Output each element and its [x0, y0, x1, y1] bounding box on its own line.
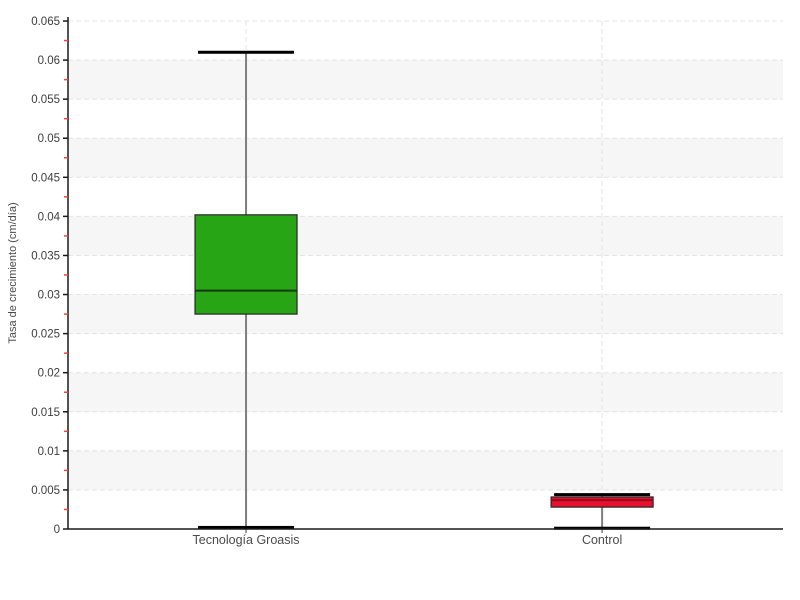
category-label-control: Control — [582, 533, 622, 547]
whisker-cap-high-tecnologia-groasis — [198, 50, 295, 54]
box-tecnologia-groasis — [194, 214, 298, 315]
plot-band — [68, 372, 783, 412]
y-tick-label: 0.025 — [31, 329, 60, 341]
y-tick-label: 0.015 — [31, 407, 60, 419]
y-tick-label: 0.03 — [38, 290, 60, 302]
box-control — [550, 496, 654, 508]
y-tick-label: 0.005 — [31, 485, 60, 497]
y-tick-label: 0.055 — [31, 94, 60, 106]
y-tick-label: 0.045 — [31, 172, 60, 184]
y-axis-title: Tasa de crecimiento (cm/día) — [7, 202, 19, 343]
category-label-tecnologia-groasis: Tecnología Groasis — [193, 533, 300, 547]
plot-band — [68, 216, 783, 256]
y-tick-label: 0.05 — [38, 133, 60, 145]
plot-band — [68, 138, 783, 178]
plot-band — [68, 60, 783, 100]
y-tick-label: 0.065 — [31, 16, 60, 28]
whisker-cap-low-control — [554, 526, 651, 530]
whisker-cap-high-control — [554, 493, 651, 497]
y-tick-label: 0.02 — [38, 368, 60, 380]
y-tick-label: 0.06 — [38, 55, 60, 67]
plot-band — [68, 450, 783, 490]
y-tick-label: 0.04 — [38, 211, 61, 223]
plot-band — [68, 294, 783, 334]
y-tick-label: 0 — [54, 524, 60, 536]
y-tick-label: 0.01 — [38, 446, 60, 458]
y-tick-label: 0.035 — [31, 250, 60, 262]
whisker-cap-low-tecnologia-groasis — [198, 525, 295, 529]
